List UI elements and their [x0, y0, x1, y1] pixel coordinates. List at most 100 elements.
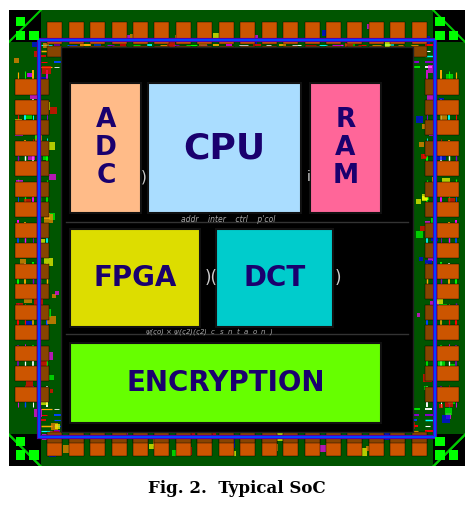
- Bar: [115, 448, 119, 452]
- Bar: [35, 134, 39, 138]
- Bar: [69, 434, 84, 456]
- Bar: [438, 182, 459, 197]
- Bar: [25, 199, 31, 205]
- Bar: [16, 180, 23, 187]
- Bar: [29, 450, 38, 459]
- Bar: [304, 434, 319, 456]
- Polygon shape: [433, 434, 465, 466]
- Bar: [450, 364, 455, 369]
- Bar: [69, 432, 84, 443]
- Bar: [15, 387, 36, 402]
- Bar: [176, 434, 191, 456]
- Bar: [283, 22, 298, 44]
- Bar: [434, 142, 438, 147]
- Bar: [71, 343, 381, 423]
- Bar: [24, 295, 32, 303]
- Bar: [71, 229, 201, 328]
- Bar: [15, 284, 36, 299]
- Bar: [37, 366, 49, 381]
- Bar: [38, 77, 46, 86]
- Bar: [438, 120, 459, 135]
- Bar: [15, 202, 36, 218]
- Bar: [160, 442, 168, 450]
- Bar: [24, 101, 33, 110]
- Bar: [240, 46, 255, 57]
- Bar: [262, 432, 277, 443]
- Bar: [428, 227, 432, 231]
- Bar: [369, 434, 384, 456]
- Bar: [425, 284, 437, 299]
- Bar: [50, 106, 57, 114]
- Bar: [438, 161, 459, 176]
- Bar: [15, 243, 36, 259]
- Bar: [426, 127, 433, 133]
- Bar: [373, 433, 378, 438]
- Bar: [47, 432, 62, 443]
- Bar: [45, 258, 53, 266]
- Bar: [343, 55, 351, 63]
- Bar: [24, 169, 29, 174]
- Bar: [326, 434, 341, 456]
- Bar: [248, 429, 253, 433]
- Bar: [104, 435, 108, 439]
- Bar: [254, 419, 259, 424]
- Bar: [113, 52, 119, 58]
- Bar: [90, 432, 105, 443]
- Bar: [88, 59, 92, 63]
- Bar: [217, 229, 333, 328]
- Bar: [32, 42, 37, 47]
- Bar: [406, 42, 465, 434]
- Bar: [427, 93, 434, 100]
- Bar: [425, 243, 437, 259]
- Bar: [41, 397, 48, 405]
- Bar: [149, 444, 155, 450]
- Bar: [44, 213, 50, 219]
- Bar: [339, 417, 347, 426]
- Bar: [237, 412, 245, 419]
- Bar: [50, 389, 54, 393]
- Bar: [226, 440, 235, 448]
- Bar: [38, 40, 436, 437]
- Bar: [28, 153, 35, 160]
- Bar: [421, 36, 430, 45]
- Bar: [438, 141, 459, 156]
- Bar: [446, 413, 451, 419]
- Bar: [283, 432, 298, 443]
- Bar: [390, 46, 405, 57]
- Bar: [197, 46, 212, 57]
- Bar: [16, 303, 23, 310]
- Bar: [333, 449, 337, 453]
- Bar: [425, 120, 437, 135]
- Bar: [115, 24, 120, 29]
- Bar: [120, 427, 128, 435]
- Bar: [347, 434, 363, 456]
- Bar: [157, 48, 166, 57]
- Polygon shape: [9, 10, 41, 42]
- Bar: [45, 214, 53, 223]
- Bar: [15, 182, 36, 197]
- Bar: [133, 434, 148, 456]
- Bar: [438, 202, 459, 218]
- Bar: [63, 445, 71, 453]
- Bar: [176, 22, 191, 44]
- Bar: [423, 154, 427, 158]
- Bar: [41, 407, 433, 466]
- Bar: [412, 432, 420, 441]
- Bar: [349, 445, 353, 449]
- Bar: [47, 315, 55, 324]
- Bar: [310, 83, 381, 213]
- Bar: [425, 387, 437, 402]
- Bar: [426, 148, 433, 155]
- Bar: [438, 346, 459, 361]
- Bar: [438, 264, 459, 279]
- Bar: [436, 437, 445, 446]
- Text: ): ): [141, 169, 147, 184]
- Bar: [438, 223, 459, 238]
- Bar: [180, 441, 184, 445]
- Text: DCT: DCT: [244, 264, 306, 292]
- Bar: [37, 223, 49, 238]
- Bar: [111, 432, 127, 443]
- Bar: [215, 63, 220, 68]
- Bar: [37, 80, 49, 94]
- Bar: [219, 46, 234, 57]
